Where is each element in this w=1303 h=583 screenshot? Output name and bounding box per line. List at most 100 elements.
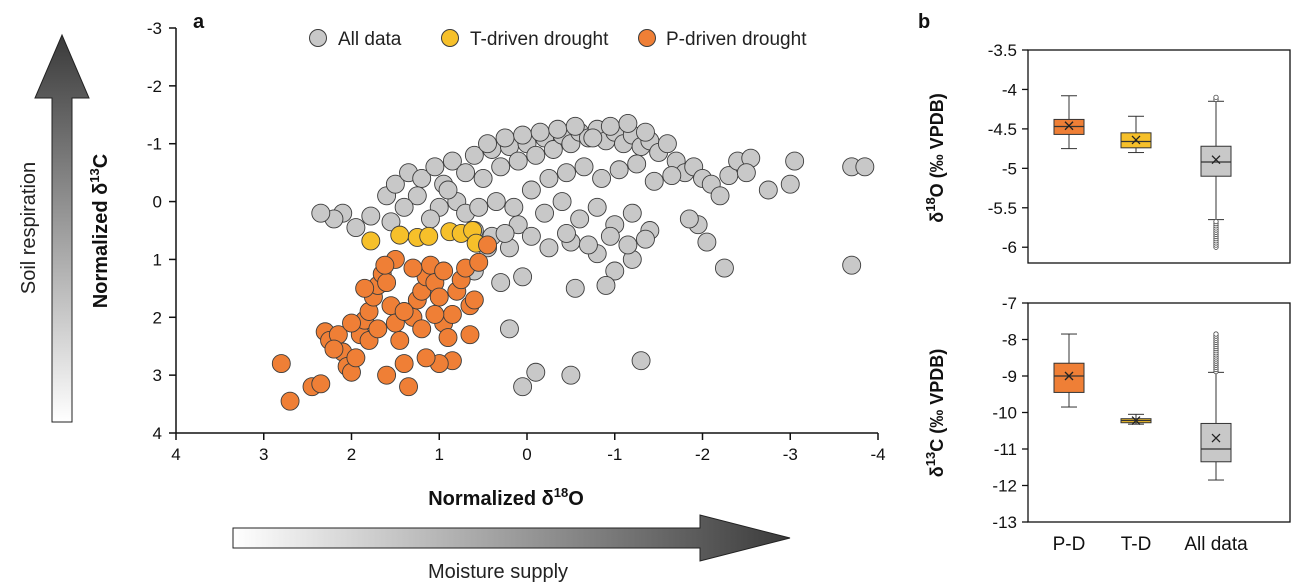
point-all-data [600,226,620,246]
point-all-data [478,134,497,154]
legend: All data T-driven drought P-driven droug… [309,29,807,50]
point-p-driven [442,304,462,324]
point-all-data [385,174,405,194]
point-all-data [438,180,458,200]
point-all-data [605,261,625,281]
point-all-data [679,209,699,229]
bottom-box-p-d [1053,362,1085,393]
point-p-driven [412,319,432,339]
point-all-data [346,218,366,238]
bottom-y-tick-label: -11 [994,440,1017,459]
point-all-data [552,192,572,212]
point-all-data [657,134,677,154]
point-all-data [636,229,655,249]
category-label: P-D [1053,534,1086,555]
point-t-driven [390,225,410,245]
bottom-y-tick-label: -7 [1002,294,1017,313]
point-p-driven [438,328,458,347]
legend-marker-p-driven [638,29,656,47]
x-tick-label: -2 [695,445,710,464]
top-outlier [1213,94,1219,100]
point-all-data [596,276,616,295]
point-all-data [609,160,629,180]
point-p-driven [434,261,454,281]
point-all-data [469,197,489,217]
point-p-driven [342,313,361,333]
point-all-data [495,223,515,243]
panel-b-top-y-axis-title: δ18O (‰ VPDB) [923,93,947,222]
point-all-data [504,197,524,217]
panel-a-axes: -3 -2 -1 0 1 2 3 44 3 2 1 0 -1 -2 -3 -4 [147,19,886,464]
point-p-driven [464,290,484,310]
panel-a-points [271,114,875,411]
x-tick-label: 4 [171,445,180,464]
top-y-tick-label: -6 [1002,238,1017,257]
point-all-data [521,180,541,200]
point-all-data [627,154,647,174]
point-all-data [495,128,515,148]
point-all-data [578,235,598,255]
y-tick-label: 0 [153,193,162,212]
x-tick-label: 0 [522,445,531,464]
panel-b-category-labels: P-D T-D All data [1053,534,1248,555]
point-p-driven [416,348,436,368]
moisture-supply-arrow [232,514,791,562]
top-mean-marker [1211,155,1221,165]
x-tick-label: -1 [607,445,622,464]
point-all-data [513,125,533,145]
point-all-data [521,226,541,246]
point-p-driven [324,339,344,359]
y-tick-label: 2 [153,308,162,327]
point-p-driven [469,252,489,272]
top-y-tick-label: -4 [1002,80,1017,99]
soil-respiration-arrow [34,33,90,423]
bottom-y-tick-label: -10 [992,404,1017,423]
panel-b-letter: b [918,11,930,33]
top-box-all-data [1200,145,1232,177]
panel-a-y-axis-title: Normalized δ13C [87,154,112,308]
point-all-data [710,186,730,206]
top-y-tick-label: -5 [1002,159,1017,178]
point-all-data [407,186,427,206]
point-all-data [535,203,554,223]
point-all-data [780,174,800,194]
y-tick-label: -2 [147,77,162,96]
top-mean-marker [1064,121,1074,131]
point-all-data [526,362,546,382]
point-p-driven [394,302,414,321]
top-frame [1027,49,1291,264]
point-all-data [592,168,612,188]
bottom-mean-marker [1064,371,1074,381]
top-outlier [1213,218,1219,225]
y-tick-label: -3 [147,19,162,38]
legend-marker-all-data [309,29,327,47]
y-tick-label: -1 [147,135,162,154]
point-p-driven [377,273,397,293]
panel-b-bottom-y-axis-title: δ13C (‰ VPDB) [923,349,947,477]
point-all-data [548,119,568,139]
bottom-y-tick-label: -9 [1002,367,1017,386]
point-all-data [425,157,445,177]
point-all-data [785,151,805,171]
bottom-mean-marker [1131,416,1141,425]
legend-label-all-data: All data [338,29,402,50]
panel-b-bottom-chart: -7 -8 -9 -10 -11 -12 -13 [992,294,1291,532]
point-all-data [583,128,603,148]
bottom-frame [1027,302,1291,523]
soil-respiration-label: Soil respiration [18,162,40,294]
point-all-data [513,267,533,287]
bottom-y-tick-label: -12 [992,477,1017,496]
point-p-driven [478,235,497,255]
category-label: All data [1184,534,1248,555]
point-all-data [758,180,778,200]
top-y-tick-label: -5.5 [988,199,1017,218]
point-p-driven [375,255,395,275]
legend-label-p-driven: P-driven drought [666,29,807,50]
x-tick-label: 2 [347,445,356,464]
svg-text:Normalized δ13C: Normalized δ13C [87,154,112,308]
point-all-data [855,157,875,177]
point-all-data [539,168,559,188]
top-mean-marker [1131,135,1141,145]
x-tick-label: 1 [435,445,444,464]
